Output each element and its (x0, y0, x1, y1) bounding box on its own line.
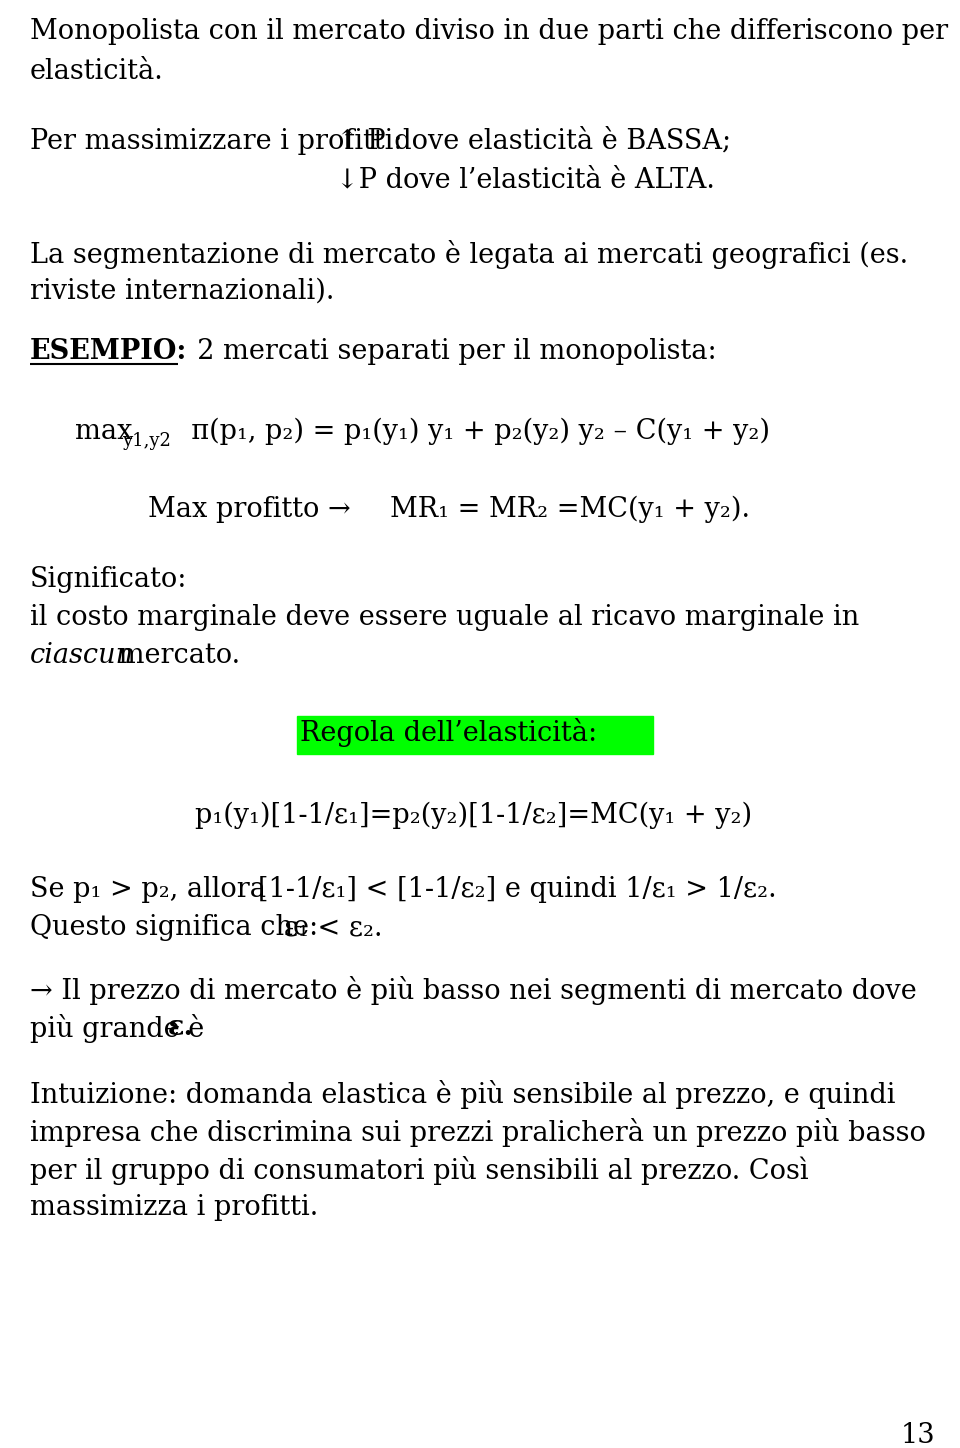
Text: p₁(y₁)[1-1/ε₁]=p₂(y₂)[1-1/ε₂]=MC(y₁ + y₂): p₁(y₁)[1-1/ε₁]=p₂(y₂)[1-1/ε₂]=MC(y₁ + y₂… (195, 802, 752, 830)
Text: Max profitto →: Max profitto → (148, 497, 350, 523)
Text: → Il prezzo di mercato è più basso nei segmenti di mercato dove: → Il prezzo di mercato è più basso nei s… (30, 976, 917, 1005)
Text: Questo significa che:: Questo significa che: (30, 914, 318, 941)
Text: 13: 13 (900, 1422, 935, 1448)
Text: ε.: ε. (168, 1014, 194, 1041)
Text: [1-1/ε₁] < [1-1/ε₂] e quindi 1/ε₁ > 1/ε₂.: [1-1/ε₁] < [1-1/ε₂] e quindi 1/ε₁ > 1/ε₂… (232, 876, 777, 904)
Text: massimizza i profitti.: massimizza i profitti. (30, 1195, 319, 1221)
Text: il costo marginale deve essere uguale al ricavo marginale in: il costo marginale deve essere uguale al… (30, 604, 859, 631)
Text: π(p₁, p₂) = p₁(y₁) y₁ + p₂(y₂) y₂ – C(y₁ + y₂): π(p₁, p₂) = p₁(y₁) y₁ + p₂(y₂) y₂ – C(y₁… (174, 418, 770, 446)
Text: La segmentazione di mercato è legata ai mercati geografici (es.: La segmentazione di mercato è legata ai … (30, 240, 908, 269)
Text: elasticità.: elasticità. (30, 58, 164, 85)
Text: Significato:: Significato: (30, 566, 187, 594)
Text: mercato.: mercato. (110, 641, 240, 669)
Text: 2 mercati separati per il monopolista:: 2 mercati separati per il monopolista: (180, 337, 716, 365)
Text: ESEMPIO:: ESEMPIO: (30, 337, 187, 365)
Text: Regola dell’elasticità:: Regola dell’elasticità: (300, 718, 597, 747)
Text: ε₁ < ε₂.: ε₁ < ε₂. (258, 914, 382, 941)
Text: per il gruppo di consumatori più sensibili al prezzo. Così: per il gruppo di consumatori più sensibi… (30, 1156, 808, 1184)
Text: impresa che discrimina sui prezzi pralicherà un prezzo più basso: impresa che discrimina sui prezzi pralic… (30, 1118, 925, 1147)
Text: Intuizione: domanda elastica è più sensibile al prezzo, e quindi: Intuizione: domanda elastica è più sensi… (30, 1080, 896, 1109)
FancyBboxPatch shape (297, 715, 653, 754)
Text: MR₁ = MR₂ =MC(y₁ + y₂).: MR₁ = MR₂ =MC(y₁ + y₂). (390, 497, 750, 523)
Text: Per massimizzare i profitti:: Per massimizzare i profitti: (30, 127, 402, 155)
Text: y1,y2: y1,y2 (122, 432, 171, 450)
Text: più grande è: più grande è (30, 1014, 213, 1043)
Text: Monopolista con il mercato diviso in due parti che differiscono per: Monopolista con il mercato diviso in due… (30, 17, 948, 45)
Text: ↓P dove l’elasticità è ALTA.: ↓P dove l’elasticità è ALTA. (336, 167, 715, 193)
Text: riviste internazionali).: riviste internazionali). (30, 278, 334, 306)
Text: Se p₁ > p₂, allora: Se p₁ > p₂, allora (30, 876, 266, 904)
Text: max: max (75, 418, 132, 445)
Text: ↑ P dove elasticità è BASSA;: ↑ P dove elasticità è BASSA; (336, 127, 732, 155)
Text: ciascun: ciascun (30, 641, 134, 669)
